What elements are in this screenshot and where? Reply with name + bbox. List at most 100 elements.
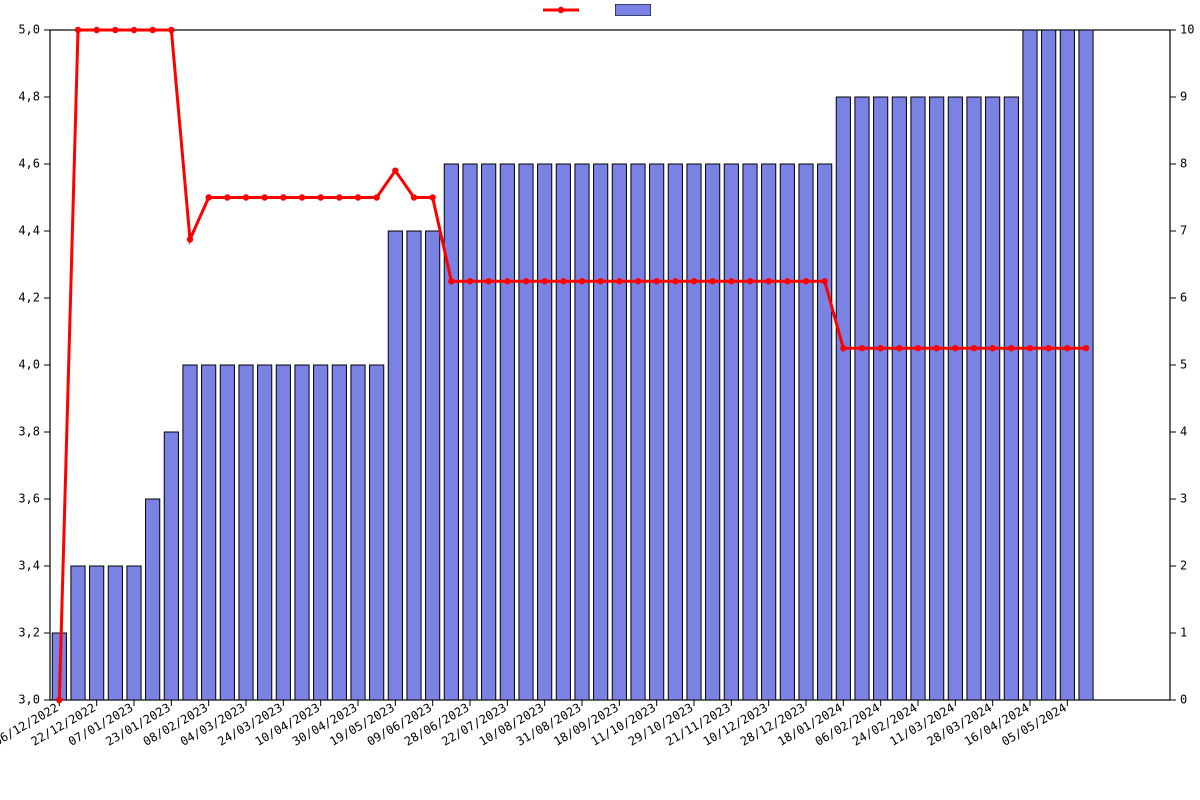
bar [911,97,925,700]
line-marker [56,697,62,703]
line-marker [504,278,510,284]
bar [874,97,888,700]
bar [258,365,272,700]
bar [967,97,981,700]
line-marker [989,345,995,351]
y-left-tick-label: 4,0 [18,358,40,372]
bar [799,164,813,700]
combo-chart: 3,03,23,43,63,84,04,24,44,64,85,00123456… [0,0,1200,800]
line-marker [261,194,267,200]
bar [780,164,794,700]
line-marker [131,27,137,33]
y-left-tick-label: 3,8 [18,425,40,439]
line-marker [1008,345,1014,351]
line-marker [149,27,155,33]
bar [1023,30,1037,700]
y-right-tick-label: 6 [1180,291,1187,305]
bar [538,164,552,700]
line-marker [467,278,473,284]
bar [463,164,477,700]
line-marker [653,278,659,284]
y-left-tick-label: 4,2 [18,291,40,305]
bar [500,164,514,700]
y-right-tick-label: 5 [1180,358,1187,372]
line-marker [803,278,809,284]
line-marker [952,345,958,351]
bar [575,164,589,700]
y-left-tick-label: 3,6 [18,492,40,506]
bar [892,97,906,700]
bar [90,566,104,700]
bar [407,231,421,700]
line-marker [765,278,771,284]
y-left-tick-label: 5,0 [18,23,40,37]
legend [0,4,1200,16]
line-marker [355,194,361,200]
bar [183,365,197,700]
line-marker [336,194,342,200]
line-marker [933,345,939,351]
line-marker [429,194,435,200]
line-marker [75,27,81,33]
line-marker [635,278,641,284]
line-marker [280,194,286,200]
line-marker [317,194,323,200]
legend-swatch-line [543,4,579,16]
line-marker [728,278,734,284]
bar [1060,30,1074,700]
line-marker [971,345,977,351]
bar [202,365,216,700]
bar [146,499,160,700]
y-right-tick-label: 10 [1180,23,1194,37]
bar [855,97,869,700]
legend-swatch-bar [615,4,651,16]
line-marker [840,345,846,351]
line-marker [915,345,921,351]
bar [724,164,738,700]
bar [930,97,944,700]
bar [948,97,962,700]
bar [687,164,701,700]
y-right-tick-label: 3 [1180,492,1187,506]
y-left-tick-label: 4,8 [18,90,40,104]
y-left-tick-label: 4,4 [18,224,40,238]
y-right-tick-label: 8 [1180,157,1187,171]
line-marker [523,278,529,284]
line-marker [93,27,99,33]
y-left-tick-label: 4,6 [18,157,40,171]
bar [631,164,645,700]
line-marker [1083,345,1089,351]
bar [108,566,122,700]
bar [220,365,234,700]
bar [1079,30,1093,700]
bar [370,365,384,700]
bar [276,365,290,700]
line-marker [485,278,491,284]
bar [762,164,776,700]
bar [668,164,682,700]
bar [314,365,328,700]
line-marker [411,194,417,200]
line-marker [448,278,454,284]
bar [1004,97,1018,700]
bar [332,365,346,700]
line-marker [877,345,883,351]
legend-item-bar [615,4,657,16]
bar [1042,30,1056,700]
bar [519,164,533,700]
line-marker [616,278,622,284]
line-marker [784,278,790,284]
line-marker [112,27,118,33]
bar [612,164,626,700]
y-right-tick-label: 9 [1180,90,1187,104]
bar [986,97,1000,700]
y-left-tick-label: 3,2 [18,626,40,640]
chart-svg: 3,03,23,43,63,84,04,24,44,64,85,00123456… [0,0,1200,800]
bar [706,164,720,700]
line-marker [709,278,715,284]
line-marker [560,278,566,284]
bar [426,231,440,700]
line-marker [541,278,547,284]
line-marker [168,27,174,33]
line-marker [205,194,211,200]
